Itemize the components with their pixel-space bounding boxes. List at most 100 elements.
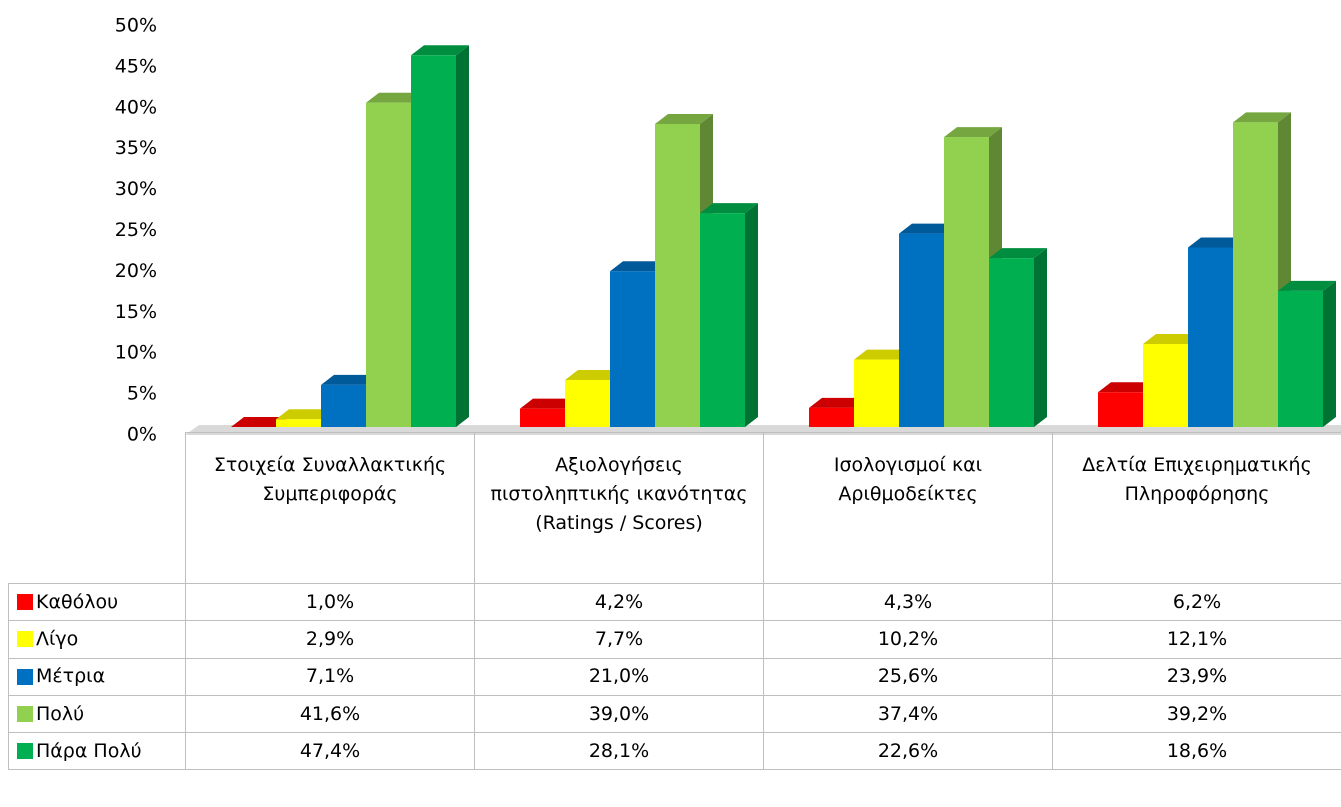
table-header: Ισολογισμοί και Αριθμοδείκτες <box>763 432 1053 584</box>
data-label: 4,2% <box>474 583 764 622</box>
y-tick-label: 45% <box>115 55 157 77</box>
y-tick-label: 15% <box>115 301 157 323</box>
y-tick-label: 10% <box>115 342 157 364</box>
legend-entry: Πολύ <box>8 694 186 734</box>
legend-label: Καθόλου <box>36 590 119 613</box>
bar-top <box>1233 112 1291 123</box>
bar-side <box>745 203 758 427</box>
bar-top <box>366 92 424 103</box>
bar-top <box>276 409 334 420</box>
bar-top <box>944 127 1002 138</box>
bar-front <box>366 102 411 427</box>
bar-front <box>809 407 854 427</box>
bar-top <box>700 203 758 214</box>
table-header: Στοιχεία Συναλλακτικής Συμπεριφοράς <box>185 432 475 584</box>
table-header: Αξιολογήσεις πιστοληπτικής ικανότητας (R… <box>474 432 764 584</box>
y-tick-label: 20% <box>115 260 157 282</box>
legend-key <box>17 631 33 648</box>
bar-front <box>1098 392 1143 427</box>
bar-front <box>565 380 610 427</box>
legend-entry: Λίγο <box>8 620 186 659</box>
bar-top <box>411 45 469 56</box>
y-tick-label: 30% <box>115 178 157 200</box>
data-label: 10,2% <box>763 620 1053 659</box>
bar-top <box>854 349 912 360</box>
data-label: 22,6% <box>763 732 1053 771</box>
bar-top <box>655 113 713 124</box>
data-label: 28,1% <box>474 732 764 771</box>
y-tick-label: 0% <box>127 424 157 446</box>
data-label: 7,1% <box>185 657 475 696</box>
legend-entry: Καθόλου <box>8 583 186 622</box>
bar <box>231 417 289 427</box>
y-tick-label: 40% <box>115 96 157 118</box>
data-label: 12,1% <box>1052 620 1341 659</box>
bar-top <box>1098 382 1156 393</box>
bar-top <box>321 374 379 385</box>
legend-entry: Πάρα Πολύ <box>8 732 186 771</box>
bar-top <box>610 261 668 272</box>
bar-front <box>520 408 565 427</box>
bar-front <box>655 123 700 427</box>
bar <box>700 203 758 427</box>
bar-front <box>411 55 456 427</box>
y-tick-label: 35% <box>115 137 157 159</box>
data-label: 6,2% <box>1052 583 1341 622</box>
bar-side <box>1323 280 1336 427</box>
legend-entry: Μέτρια <box>8 657 186 696</box>
bar-front <box>944 137 989 427</box>
data-label: 23,9% <box>1052 657 1341 696</box>
data-label: 1,0% <box>185 583 475 622</box>
data-label: 25,6% <box>763 657 1053 696</box>
legend-key <box>17 668 33 685</box>
bar-front <box>276 419 321 427</box>
bar-front <box>1233 122 1278 428</box>
bar-top <box>565 370 623 381</box>
legend-label: Πολύ <box>36 702 85 725</box>
bar-front <box>989 258 1034 427</box>
legend-label: Μέτρια <box>36 665 106 688</box>
data-label: 4,3% <box>763 583 1053 622</box>
y-tick-label: 5% <box>127 383 157 405</box>
bar-front <box>700 213 745 427</box>
data-label: 37,4% <box>763 694 1053 734</box>
data-label: 7,7% <box>474 620 764 659</box>
data-label: 2,9% <box>185 620 475 659</box>
legend-label: Πάρα Πολύ <box>36 739 142 762</box>
bar <box>989 248 1047 427</box>
legend-key <box>17 706 33 723</box>
legend-key <box>17 594 33 611</box>
table-header: Δελτία Επιχειρηματικής Πληροφόρησης <box>1052 432 1341 584</box>
bar-top <box>520 398 578 409</box>
y-tick-label: 50% <box>115 15 157 37</box>
data-label: 39,2% <box>1052 694 1341 734</box>
y-tick-label: 25% <box>115 219 157 241</box>
bar-top <box>809 397 867 408</box>
bar <box>411 45 469 427</box>
bar-front <box>854 359 899 427</box>
data-label: 21,0% <box>474 657 764 696</box>
data-label: 18,6% <box>1052 732 1341 771</box>
bar-side <box>456 45 469 427</box>
bar-top <box>1188 237 1246 248</box>
bar-side <box>1034 248 1047 427</box>
data-label: 47,4% <box>185 732 475 771</box>
bar-front <box>1143 344 1188 427</box>
bar-front <box>1278 290 1323 427</box>
legend-label: Λίγο <box>36 627 79 650</box>
bar-front <box>610 271 655 427</box>
bar <box>1278 280 1336 427</box>
bar-front <box>899 233 944 427</box>
bar-top <box>989 248 1047 259</box>
bar-top <box>231 417 289 427</box>
bar-top <box>1143 334 1201 345</box>
legend-key <box>17 743 33 760</box>
bar-front <box>1188 247 1233 427</box>
data-label: 39,0% <box>474 694 764 734</box>
bar-top <box>899 223 957 234</box>
data-label: 41,6% <box>185 694 475 734</box>
bar-front <box>321 384 366 427</box>
bar-top <box>1278 280 1336 291</box>
